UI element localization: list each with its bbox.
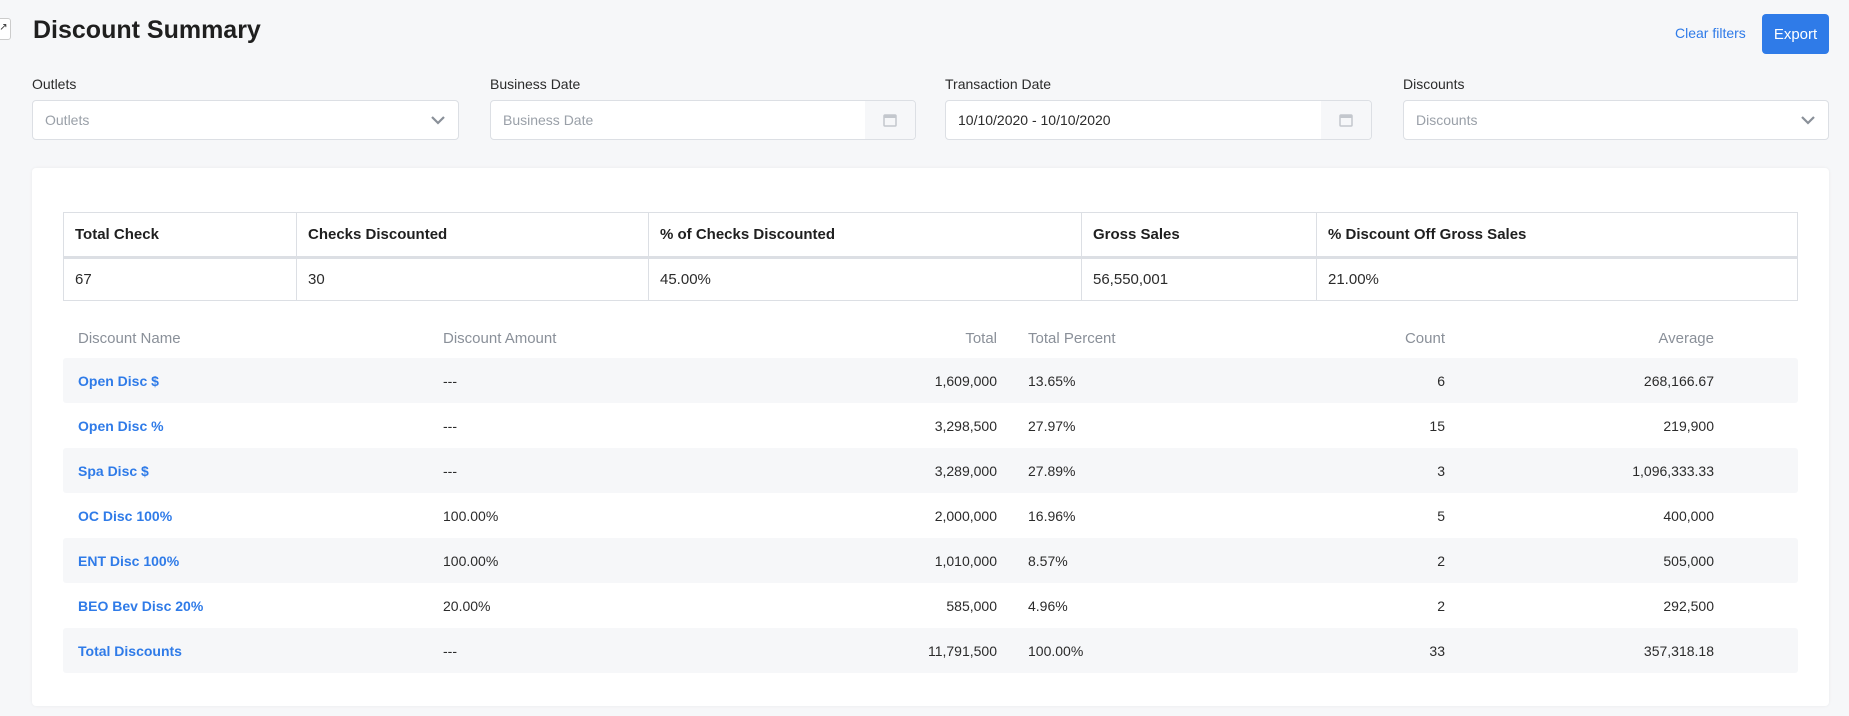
- transaction-date-label: Transaction Date: [945, 76, 1052, 92]
- total-percent-cell: 27.89%: [1028, 462, 1076, 479]
- total-cell: 3,298,500: [934, 417, 997, 434]
- summary-header: % Discount Off Gross Sales: [1316, 212, 1798, 259]
- discount-name-cell[interactable]: OC Disc 100%: [78, 507, 173, 524]
- average-cell: 400,000: [1663, 507, 1714, 524]
- summary-value: 56,550,001: [1081, 257, 1317, 301]
- summary-header: Total Check: [63, 212, 297, 259]
- transaction-date-value: 10/10/2020 - 10/10/2020: [958, 112, 1111, 128]
- discounts-filter: Discounts Discounts: [1403, 76, 1829, 140]
- discount-name-cell[interactable]: Total Discounts: [78, 642, 182, 659]
- discount-name-cell[interactable]: Open Disc %: [78, 417, 164, 434]
- count-cell: 33: [1429, 642, 1445, 659]
- table-row: Spa Disc $ --- 3,289,000 27.89% 3 1,096,333.3…: [63, 448, 1798, 493]
- total-percent-cell: 4.96%: [1028, 597, 1068, 614]
- summary-header-row: Total Check Checks Discounted % of Check…: [63, 212, 1798, 259]
- total-cell: 11,791,500: [927, 642, 997, 659]
- summary-value: 45.00%: [648, 257, 1082, 301]
- table-row: Total Discounts --- 11,791,500 100.00% 33 357…: [63, 628, 1798, 673]
- count-cell: 15: [1429, 417, 1445, 434]
- business-date-label: Business Date: [490, 76, 581, 92]
- business-date-filter: Business Date Business Date: [490, 76, 916, 140]
- total-percent-cell: 100.00%: [1028, 642, 1084, 659]
- discount-amount-cell: ---: [443, 462, 457, 479]
- business-date-input[interactable]: Business Date: [490, 100, 916, 140]
- average-cell: 1,096,333.33: [1632, 462, 1714, 479]
- discount-name-cell[interactable]: ENT Disc 100%: [78, 552, 180, 569]
- clear-filters-link[interactable]: Clear filters: [1675, 25, 1746, 41]
- total-cell: 585,000: [946, 597, 997, 614]
- transaction-date-filter: Transaction Date 10/10/2020 - 10/10/2020: [945, 76, 1372, 140]
- average-cell: 219,900: [1663, 417, 1714, 434]
- count-cell: 3: [1437, 462, 1445, 479]
- discount-amount-cell: ---: [443, 642, 457, 659]
- header-total-percent: Total Percent: [1028, 329, 1116, 347]
- total-cell: 3,289,000: [934, 462, 997, 479]
- transaction-date-input[interactable]: 10/10/2020 - 10/10/2020: [945, 100, 1372, 140]
- summary-value: 30: [296, 257, 649, 301]
- summary-header: % of Checks Discounted: [648, 212, 1082, 259]
- chevron-down-icon: [418, 112, 458, 128]
- count-cell: 2: [1437, 597, 1445, 614]
- report-card: Total Check Checks Discounted % of Check…: [32, 168, 1829, 706]
- total-percent-cell: 16.96%: [1028, 507, 1076, 524]
- average-cell: 505,000: [1663, 552, 1714, 569]
- outlets-select[interactable]: Outlets: [32, 100, 459, 140]
- summary-header: Gross Sales: [1081, 212, 1317, 259]
- header-discount-amount: Discount Amount: [443, 329, 557, 347]
- total-cell: 1,609,000: [934, 372, 997, 389]
- count-cell: 2: [1437, 552, 1445, 569]
- summary-value: 21.00%: [1316, 257, 1798, 301]
- outlets-label: Outlets: [32, 76, 77, 92]
- total-percent-cell: 13.65%: [1028, 372, 1076, 389]
- detail-header-row: Discount Name Discount Amount Total Tota…: [63, 318, 1798, 358]
- average-cell: 357,318.18: [1643, 642, 1714, 659]
- table-row: BEO Bev Disc 20% 20.00% 585,000 4.96% 2 292,5…: [63, 583, 1798, 628]
- count-cell: 6: [1437, 372, 1445, 389]
- average-cell: 268,166.67: [1643, 372, 1714, 389]
- header-average: Average: [1658, 329, 1714, 347]
- discounts-select[interactable]: Discounts: [1403, 100, 1829, 140]
- header-total: Total: [965, 329, 997, 347]
- discount-amount-cell: ---: [443, 372, 457, 389]
- discount-detail-table: Discount Name Discount Amount Total Tota…: [63, 318, 1798, 673]
- calendar-icon[interactable]: [865, 101, 915, 139]
- table-row: ENT Disc 100% 100.00% 1,010,000 8.57% 2 505,0…: [63, 538, 1798, 583]
- table-row: Open Disc % --- 3,298,500 27.97% 15 219,900: [63, 403, 1798, 448]
- outlets-filter: Outlets Outlets: [32, 76, 459, 140]
- discount-name-cell[interactable]: Open Disc $: [78, 372, 159, 389]
- discount-amount-cell: 20.00%: [443, 597, 491, 614]
- total-percent-cell: 27.97%: [1028, 417, 1076, 434]
- average-cell: 292,500: [1663, 597, 1714, 614]
- table-row: OC Disc 100% 100.00% 2,000,000 16.96% 5 400,0…: [63, 493, 1798, 538]
- expand-icon[interactable]: ↗: [0, 18, 11, 40]
- business-date-placeholder: Business Date: [503, 112, 594, 128]
- discount-amount-cell: ---: [443, 417, 457, 434]
- calendar-icon[interactable]: [1321, 101, 1371, 139]
- header-discount-name: Discount Name: [78, 329, 181, 347]
- summary-header: Checks Discounted: [296, 212, 649, 259]
- discount-name-cell[interactable]: Spa Disc $: [78, 462, 149, 479]
- export-button[interactable]: Export: [1762, 14, 1829, 54]
- chevron-down-icon: [1788, 112, 1828, 128]
- table-row: Open Disc $ --- 1,609,000 13.65% 6 268,166.67: [63, 358, 1798, 403]
- total-percent-cell: 8.57%: [1028, 552, 1068, 569]
- summary-value-row: 67 30 45.00% 56,550,001 21.00%: [63, 257, 1798, 301]
- page-title: Discount Summary: [33, 16, 261, 44]
- summary-value: 67: [63, 257, 297, 301]
- count-cell: 5: [1437, 507, 1445, 524]
- discount-name-cell[interactable]: BEO Bev Disc 20%: [78, 597, 204, 614]
- total-cell: 1,010,000: [934, 552, 997, 569]
- discount-amount-cell: 100.00%: [443, 552, 499, 569]
- summary-table: Total Check Checks Discounted % of Check…: [63, 212, 1798, 301]
- header-count: Count: [1404, 329, 1445, 347]
- discounts-placeholder: Discounts: [1416, 112, 1478, 128]
- discount-amount-cell: 100.00%: [443, 507, 499, 524]
- discounts-label: Discounts: [1403, 76, 1465, 92]
- outlets-placeholder: Outlets: [45, 112, 90, 128]
- total-cell: 2,000,000: [934, 507, 997, 524]
